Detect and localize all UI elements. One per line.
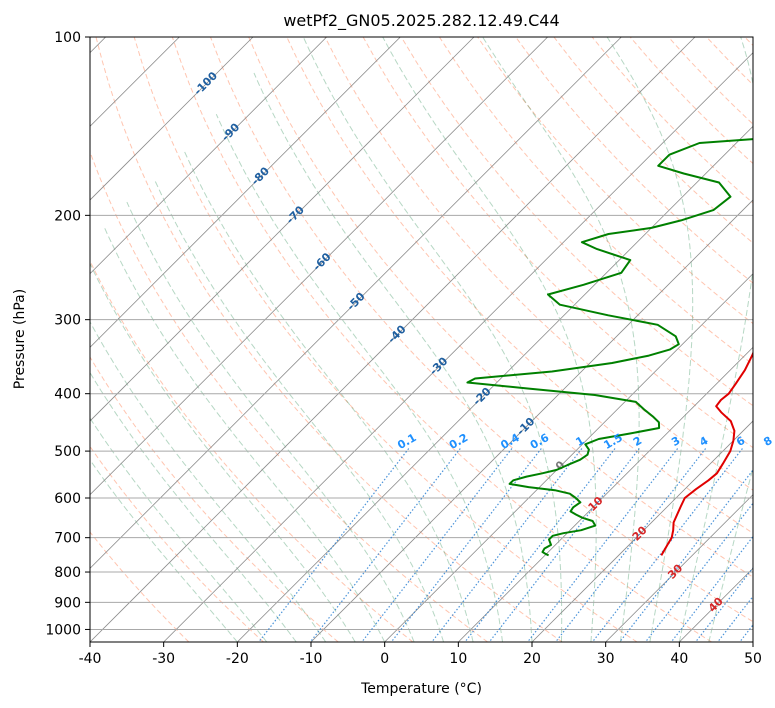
mixing-ratio-line — [555, 448, 707, 642]
chart-title: wetPf2_GN05.2025.282.12.49.C44 — [283, 11, 559, 31]
dry-adiabat — [133, 37, 638, 642]
x-tick-label: 30 — [597, 651, 615, 667]
isotherm-line — [605, 494, 753, 642]
x-tick-label: -10 — [300, 651, 323, 667]
x-tick-label: 10 — [449, 651, 467, 667]
y-tick-label: 800 — [54, 565, 81, 581]
x-tick-label: 20 — [523, 651, 541, 667]
moist-adiabat — [154, 180, 445, 642]
x-tick-label: 40 — [670, 651, 688, 667]
dry-adiabat — [90, 531, 190, 642]
x-axis-label: Temperature (°C) — [360, 681, 482, 697]
mixing-ratio-line — [390, 448, 542, 642]
dry-adiabat — [90, 445, 264, 642]
moist-adiabat — [678, 37, 753, 642]
mixing-ratio-line — [527, 448, 679, 642]
x-tick-label: -20 — [226, 651, 249, 667]
isotherm-line — [90, 37, 254, 201]
dry-adiabat — [90, 356, 339, 642]
mixing-ratio-line — [717, 595, 753, 642]
dry-adiabat — [90, 150, 488, 642]
moist-adiabat — [126, 201, 415, 642]
isotherm-line — [163, 52, 753, 642]
isotherm-line — [90, 37, 475, 422]
dry-adiabat — [248, 37, 753, 578]
y-tick-label: 500 — [54, 444, 81, 460]
isotherm-line — [458, 346, 753, 642]
moist-adiabat — [90, 320, 327, 642]
x-tick-label: 0 — [380, 651, 389, 667]
isotherm-line — [90, 37, 696, 642]
dry-adiabat — [400, 37, 753, 407]
dry-adiabat — [438, 37, 753, 366]
dry-adiabat — [95, 37, 563, 642]
y-tick-label: 100 — [54, 30, 81, 46]
mixing-ratio-line — [695, 566, 753, 642]
temperature-profile-line — [660, 350, 753, 556]
mixing-ratio-line — [619, 469, 753, 642]
mixing-ratio-line — [361, 448, 513, 642]
moist-adiabat — [90, 459, 238, 642]
moist-adiabat — [90, 262, 356, 642]
mixing-ratio-line — [258, 448, 410, 642]
moist-adiabat — [90, 417, 268, 642]
isotherm-line — [237, 125, 753, 642]
moist-adiabat — [606, 37, 694, 642]
plot-frame — [89, 36, 754, 643]
moist-adiabat — [253, 72, 533, 642]
x-tick-label: -40 — [79, 651, 102, 667]
dry-adiabat — [210, 37, 753, 623]
isotherm-line — [90, 37, 401, 348]
mixing-ratio-line — [644, 502, 753, 642]
y-tick-label: 200 — [54, 208, 81, 224]
y-tick-label: 1000 — [45, 622, 81, 638]
moist-adiabat — [482, 37, 640, 642]
y-tick-label: 300 — [54, 313, 81, 329]
isotherm-line — [384, 273, 753, 642]
mixing-ratio-line — [488, 448, 640, 642]
isotherm-line — [310, 199, 753, 642]
isotherm-line — [90, 37, 622, 569]
isotherm-line — [90, 37, 327, 275]
isotherm-line — [531, 420, 753, 642]
mixing-ratio-line — [591, 448, 743, 642]
x-tick-label: 50 — [744, 651, 762, 667]
isotherm-line — [90, 37, 548, 496]
mixing-ratio-line — [464, 448, 616, 642]
y-tick-label: 700 — [54, 531, 81, 547]
dewpoint-profile-line — [466, 138, 753, 557]
y-tick-label: 400 — [54, 387, 81, 403]
dry-adiabat — [324, 37, 753, 491]
mixing-ratio-line — [670, 535, 753, 642]
moist-adiabat — [90, 371, 297, 642]
y-tick-label: 600 — [54, 491, 81, 507]
mixing-ratio-line — [309, 448, 461, 642]
moist-adiabat — [382, 37, 597, 642]
y-axis-label: Pressure (hPa) — [12, 289, 28, 389]
y-tick-label: 900 — [54, 595, 81, 611]
x-tick-label: -30 — [152, 651, 175, 667]
mixing-ratio-line — [431, 448, 583, 642]
dry-adiabat — [515, 37, 753, 284]
dry-adiabat — [171, 37, 712, 642]
